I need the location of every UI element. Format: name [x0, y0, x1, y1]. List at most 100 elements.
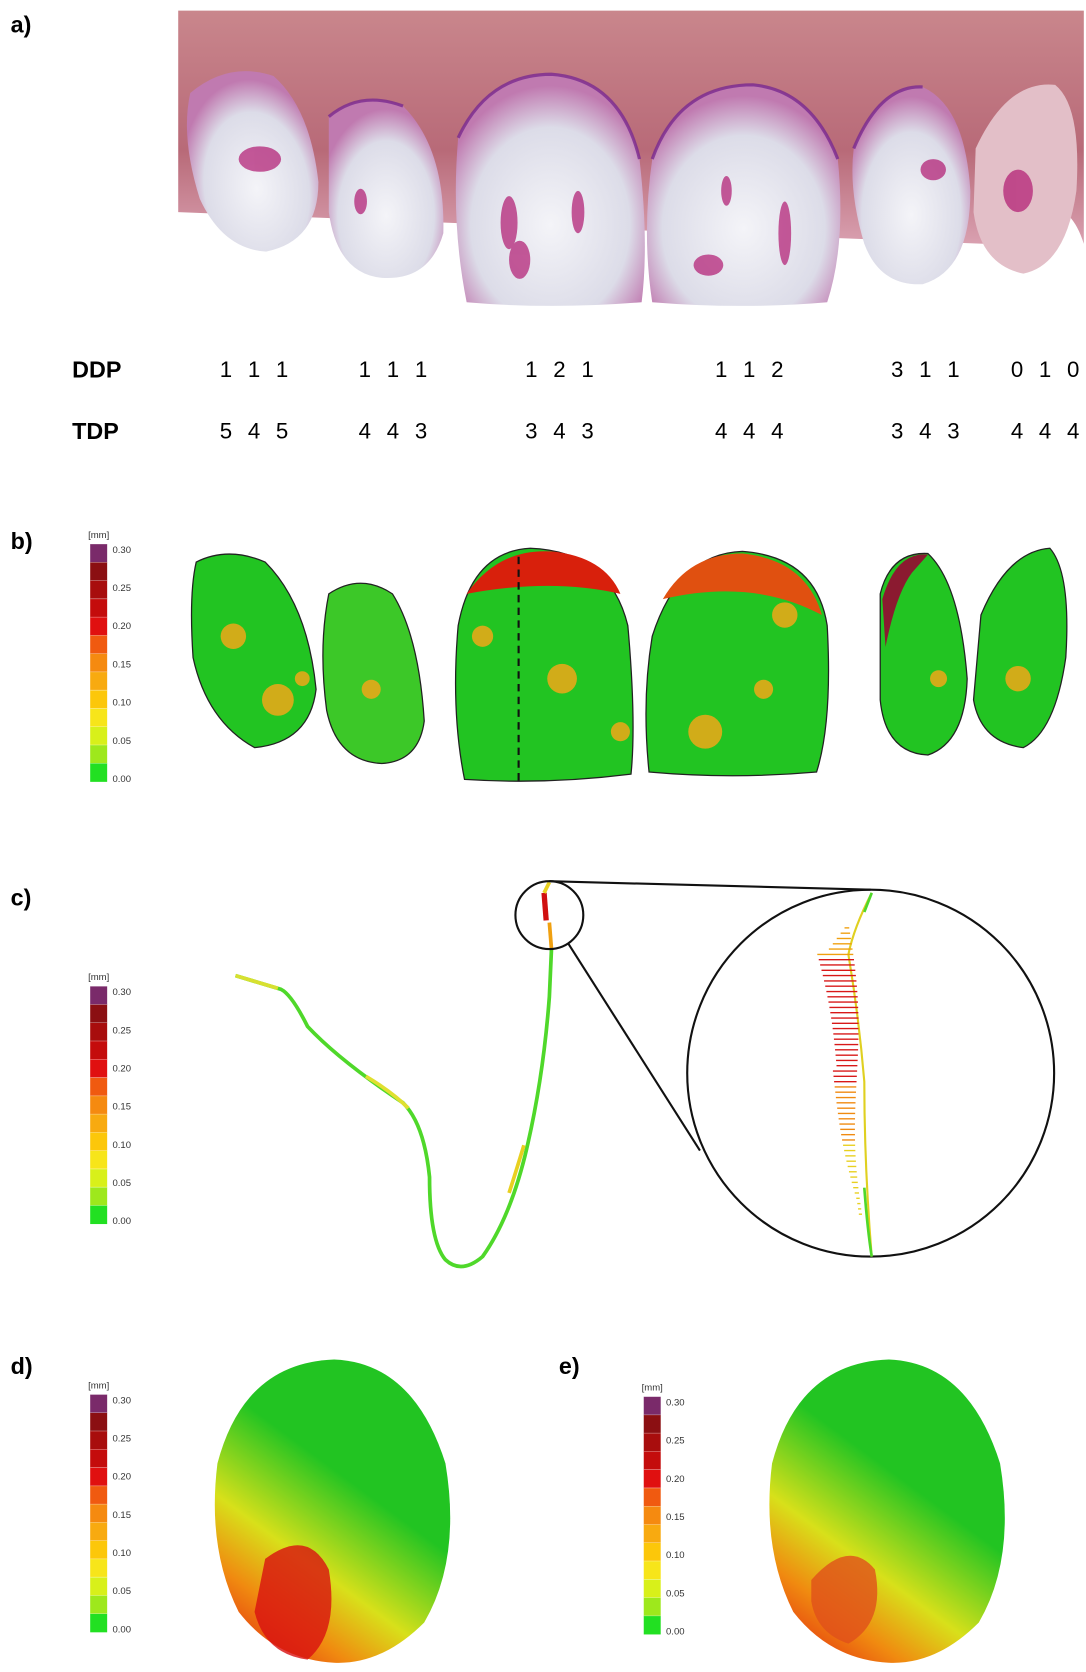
scale-bin: [90, 617, 107, 636]
scale-bin: [90, 1504, 107, 1523]
scale-tick: 0.20: [112, 1472, 131, 1483]
scale-bin: [90, 1004, 107, 1023]
scale-unit: [mm]: [88, 530, 109, 541]
panel-label: c): [11, 884, 32, 910]
score: 4: [1067, 419, 1079, 444]
scale-bin: [644, 1488, 661, 1507]
score: 1: [248, 357, 260, 382]
scale-tick: 0.05: [112, 1178, 131, 1189]
scale-bin: [90, 1078, 107, 1097]
score: 4: [715, 419, 727, 444]
score: 3: [415, 419, 427, 444]
panel-label: b): [11, 528, 33, 554]
score: 5: [220, 419, 232, 444]
scale-tick: 0.00: [112, 1624, 131, 1635]
score: 3: [581, 419, 593, 444]
score: 1: [947, 357, 959, 382]
scale-tick: 0.20: [112, 1063, 131, 1074]
score: 3: [891, 419, 903, 444]
scale-bin: [90, 654, 107, 673]
scale-tick: 0.15: [112, 1102, 131, 1113]
scale-bin: [90, 562, 107, 581]
scale-bin: [90, 1431, 107, 1450]
scale-bin: [644, 1415, 661, 1434]
score: 4: [919, 419, 931, 444]
scale-tick: 0.00: [666, 1627, 685, 1638]
scale-bin: [90, 1449, 107, 1468]
scale-tick: 0.05: [112, 1586, 131, 1597]
scale-bin: [90, 1187, 107, 1206]
scale-bin: [90, 745, 107, 764]
scale-tick: 0.30: [112, 1395, 131, 1406]
score: 0: [1011, 357, 1023, 382]
score: 4: [743, 419, 755, 444]
scale-tick: 0.00: [112, 774, 131, 785]
score: 5: [276, 419, 288, 444]
score: 1: [581, 357, 593, 382]
scale-bin: [90, 544, 107, 563]
scale-bin: [90, 635, 107, 654]
scale-bin: [90, 1413, 107, 1432]
scale-bin: [90, 763, 107, 782]
scale-bin: [90, 1541, 107, 1560]
teeth-photo: [178, 11, 1084, 306]
scale-tick: 0.25: [666, 1436, 685, 1447]
score: 3: [525, 419, 537, 444]
score: 4: [771, 419, 783, 444]
scale-bin: [644, 1524, 661, 1543]
scale-bin: [90, 1151, 107, 1170]
scale-bin: [644, 1451, 661, 1470]
scale-bin: [90, 986, 107, 1005]
scale-bin: [644, 1397, 661, 1416]
scale-tick: 0.25: [112, 1434, 131, 1445]
score: 1: [919, 357, 931, 382]
panel-label: e): [559, 1353, 580, 1379]
score: 1: [743, 357, 755, 382]
hatch: [817, 923, 862, 1215]
scale-bin: [90, 727, 107, 746]
scale-tick: 0.10: [112, 698, 131, 709]
scale-bin: [90, 1577, 107, 1596]
score: 1: [415, 357, 427, 382]
scale-bin: [90, 708, 107, 727]
score: 1: [1039, 357, 1051, 382]
score: 3: [947, 419, 959, 444]
scale-tick: 0.05: [666, 1588, 685, 1599]
scale-tick: 0.05: [112, 736, 131, 747]
scale-bin: [90, 1614, 107, 1633]
scale-tick: 0.00: [112, 1216, 131, 1227]
scale-bin: [644, 1543, 661, 1562]
score: 1: [525, 357, 537, 382]
surface-map-d: [215, 1359, 450, 1662]
scale-bin: [90, 1394, 107, 1413]
scale-bin: [90, 1096, 107, 1115]
surface-map-e: [769, 1359, 1004, 1662]
scale-bin: [90, 690, 107, 709]
scale-tick: 0.10: [112, 1548, 131, 1559]
scale-tick: 0.20: [666, 1474, 685, 1485]
score: 4: [1011, 419, 1023, 444]
profile-line: [235, 882, 551, 1266]
panel-label: d): [11, 1353, 33, 1379]
scale-bin: [644, 1433, 661, 1452]
scale-bin: [644, 1616, 661, 1635]
scale-bin: [90, 581, 107, 600]
scale-unit: [mm]: [642, 1383, 663, 1394]
scale-tick: 0.25: [112, 1025, 131, 1036]
scale-tick: 0.30: [112, 987, 131, 998]
scale-bin: [90, 1023, 107, 1042]
scale-tick: 0.30: [112, 545, 131, 556]
score: 4: [387, 419, 399, 444]
scale-tick: 0.20: [112, 621, 131, 632]
score: 1: [220, 357, 232, 382]
score: 1: [715, 357, 727, 382]
scale-bin: [90, 599, 107, 618]
score: 1: [359, 357, 371, 382]
scale-tick: 0.10: [112, 1140, 131, 1151]
figure: a) b) c) d) e) DDP111111121112311010TDP5…: [0, 0, 1086, 1667]
score: 1: [387, 357, 399, 382]
scale-tick: 0.25: [112, 583, 131, 594]
panel-label: a): [11, 12, 32, 38]
score: 4: [553, 419, 565, 444]
